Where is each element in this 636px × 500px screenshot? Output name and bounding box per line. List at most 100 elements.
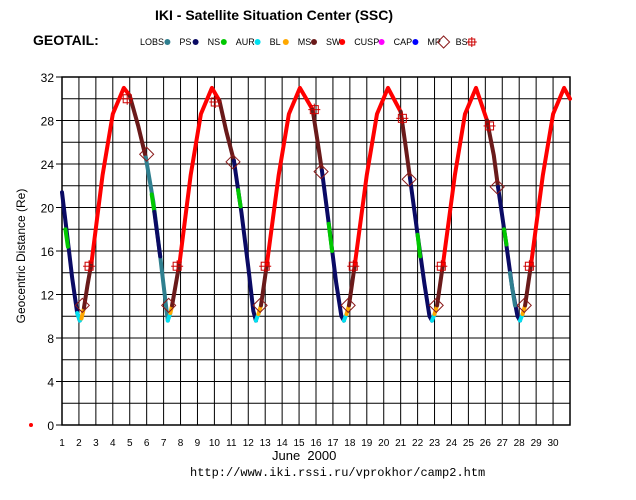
orbit-segment-ps <box>319 168 346 323</box>
x-tick-label: 21 <box>395 438 407 449</box>
legend-swatch <box>378 39 385 45</box>
mp-crossing-marker <box>340 297 356 314</box>
y-tick-label: 4 <box>47 376 54 390</box>
legend-label: BL <box>270 37 281 47</box>
y-tick-label: 0 <box>47 419 54 433</box>
bs-crossing-marker <box>171 260 184 273</box>
x-tick-label: 5 <box>127 438 133 449</box>
x-tick-label: 22 <box>412 438 424 449</box>
orbit-segment-sw <box>264 85 315 266</box>
legend-swatch <box>339 39 346 45</box>
x-axis-label: June 2000 <box>272 448 336 463</box>
legend-label: LOBS <box>140 37 164 47</box>
x-tick-label: 16 <box>310 438 322 449</box>
x-tick-label: 28 <box>514 438 526 449</box>
orbit-segment-ns <box>415 232 423 259</box>
orbit-segment-ms <box>170 259 182 308</box>
legend-item-ps: PS <box>179 37 199 47</box>
mp-crossing-marker <box>516 297 532 314</box>
bs-crossing-marker <box>435 260 448 273</box>
legend-swatch <box>254 39 261 45</box>
chart-title: IKI - Satellite Situation Center (SSC) <box>155 7 393 23</box>
x-tick-label: 11 <box>226 438 237 449</box>
orbit-segment-sw <box>441 85 489 266</box>
orbit-segment-ns <box>326 221 335 253</box>
orbit-segment-sw <box>177 85 222 264</box>
orbit-segment-sw <box>529 85 572 266</box>
satellite-label: GEOTAIL: <box>33 32 99 48</box>
y-axis-ticks: 0 4 8 12 16 20 24 28 32 <box>41 71 62 433</box>
x-tick-label: 17 <box>327 438 339 449</box>
x-tick-label: 3 <box>93 438 99 449</box>
legend-item-ms: MS <box>298 37 317 47</box>
mp-crossing-marker <box>401 171 417 187</box>
bs-crossing-marker <box>209 96 222 109</box>
orbit-segment-ps <box>408 176 434 323</box>
legend-label: PS <box>179 37 191 47</box>
orbit-segment-sw <box>89 85 132 264</box>
legend-swatch <box>311 39 317 45</box>
orbit-segment-ms <box>127 93 148 160</box>
orbit-segment-ms <box>435 262 445 308</box>
orbit-segment-ps <box>496 184 522 323</box>
y-tick-label: 20 <box>41 202 55 216</box>
mp-crossing-marker <box>428 297 444 314</box>
y-tick-label: 16 <box>41 245 55 259</box>
origin-marker <box>29 423 33 427</box>
x-tick-label: 6 <box>144 438 150 449</box>
legend-item-cusp: CUSP <box>354 37 385 47</box>
x-tick-label: 25 <box>463 438 475 449</box>
legend-swatch <box>220 39 227 45</box>
orbit-segment-ms <box>523 262 534 308</box>
legend-swatch <box>164 39 171 45</box>
x-tick-label: 29 <box>531 438 543 449</box>
orbit-segment-ns <box>63 227 70 249</box>
legend-item-lobs: LOBS <box>140 37 171 47</box>
x-tick-label: 24 <box>446 438 458 449</box>
bs-crossing-marker <box>121 92 134 105</box>
legend-item-bl: BL <box>270 37 289 47</box>
bs-crossing-marker <box>83 260 96 273</box>
x-tick-label: 7 <box>161 438 167 449</box>
x-tick-label: 26 <box>480 438 492 449</box>
legend-item-mp: MP <box>427 35 451 49</box>
orbit-segment-ms <box>217 98 236 163</box>
x-tick-label: 8 <box>178 438 184 449</box>
y-tick-label: 12 <box>41 289 55 303</box>
x-tick-label: 2 <box>76 438 82 449</box>
orbit-segment-ns <box>236 188 243 209</box>
orbit-segment-sw <box>352 85 403 266</box>
grid <box>61 76 571 426</box>
legend-swatch <box>436 35 451 49</box>
bs-crossing-marker <box>347 260 360 273</box>
y-tick-label: 24 <box>41 158 55 172</box>
legend-label: CAP <box>394 37 413 47</box>
orbit-curves <box>60 85 572 323</box>
legend-item-cap: CAP <box>394 37 419 47</box>
orbit-segment-ms <box>347 262 357 308</box>
mp-crossing-marker <box>138 146 155 162</box>
mp-crossing-marker <box>252 297 268 314</box>
mp-crossing-marker <box>74 297 91 314</box>
y-tick-label: 8 <box>47 332 54 346</box>
legend-label: NS <box>208 37 221 47</box>
x-tick-label: 13 <box>260 438 272 449</box>
y-axis-label: Geocentric Distance (Re) <box>14 189 28 324</box>
orbit-segment-ps <box>231 158 258 323</box>
x-tick-label: 23 <box>429 438 441 449</box>
legend-label: BS <box>456 37 468 47</box>
x-tick-label: 20 <box>378 438 390 449</box>
legend-item-bs: BS <box>456 37 477 47</box>
legend-item-sw: SW <box>326 37 346 47</box>
legend: LOBS PS NS AUR BL MS SW CUSP CAP MP BS <box>140 35 477 49</box>
bs-crossing-marker <box>483 119 496 132</box>
x-tick-label: 30 <box>548 438 560 449</box>
orbit-segment-ps <box>152 209 163 259</box>
x-tick-label: 9 <box>195 438 201 449</box>
x-tick-label: 12 <box>243 438 255 449</box>
legend-label: MP <box>427 37 441 47</box>
legend-swatch <box>412 39 419 45</box>
orbit-segment-lobs <box>507 270 517 308</box>
orbit-segment-ms <box>310 107 324 173</box>
